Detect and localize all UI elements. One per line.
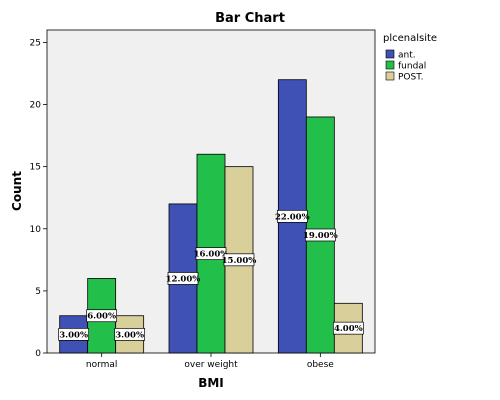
legend-item-label: fundal [398,62,426,72]
data-label-box [114,328,146,341]
x-axis-title: BMI [198,376,224,390]
data-label-box [332,321,364,335]
data-label: 6.00% [87,312,116,322]
x-axis: normal over weight obese [86,353,334,370]
x-tick-label: obese [307,360,334,370]
y-axis-title: Count [10,171,24,211]
legend-swatch [385,60,395,70]
x-tick-label: normal [86,360,118,370]
y-tick-label: 25 [30,38,41,48]
data-label: 22.00% [275,212,310,222]
data-label-box [86,309,118,323]
data-label: 15.00% [222,256,257,266]
legend-item-label: POST. [398,73,424,83]
data-label: 4.00% [334,324,363,334]
data-label: 12.00% [166,274,201,284]
data-label-box [58,328,90,341]
y-axis: 0 5 10 15 20 25 [30,38,47,359]
data-label-box [276,209,308,223]
legend-swatch [385,49,395,59]
data-labels: 3.00% 6.00% 3.00% 12.00% 16.00%15.00% 22.00% 1… [58,209,364,341]
y-tick-label: 15 [30,163,41,173]
data-label: 16.00% [194,250,229,260]
data-label-box [304,228,336,242]
legend-swatch [385,71,395,81]
y-tick-label: 20 [30,101,42,111]
data-label-box [167,272,199,285]
data-label-box [223,253,255,267]
legend-title: plcenalsite [383,33,437,44]
x-tick-label: over weight [184,360,238,370]
y-tick-label: 5 [35,287,41,297]
data-label: 3.00% [59,330,88,340]
data-label: 19.00% [303,231,338,241]
legend-item-label: ant. [398,51,416,61]
chart-title: Bar Chart [215,11,285,26]
data-label: 3.00% [115,330,144,340]
y-tick-label: 10 [30,225,42,235]
y-tick-label: 0 [35,349,41,359]
